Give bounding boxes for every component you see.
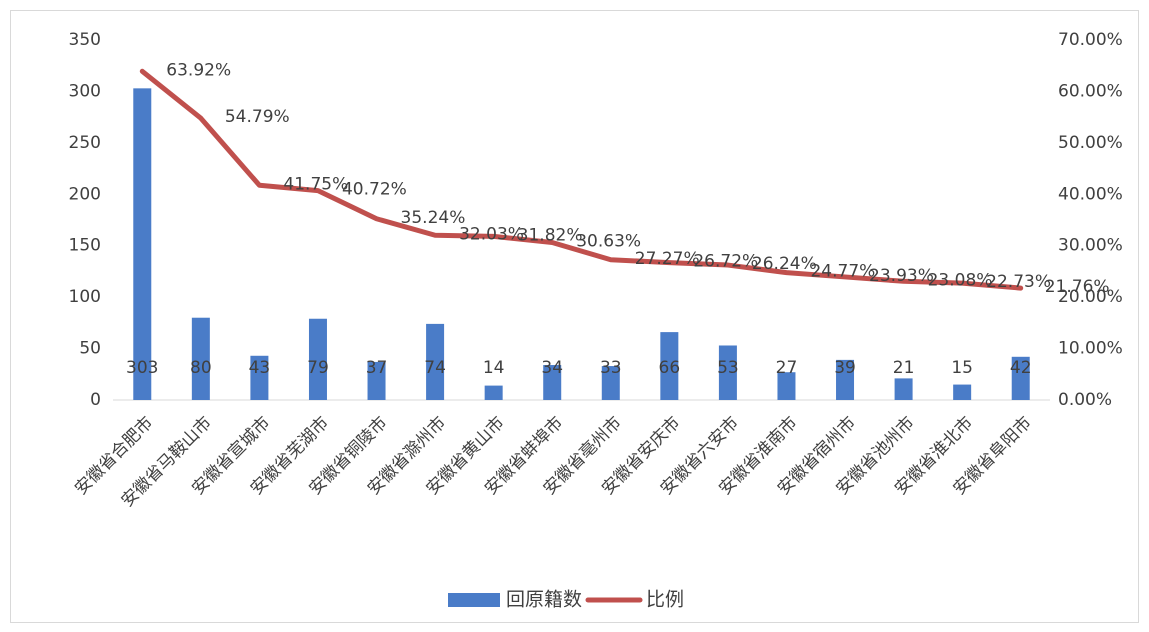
line-value-label: 22.73% bbox=[986, 272, 1051, 292]
y2-tick-label: 60.00% bbox=[1058, 81, 1123, 101]
bar bbox=[308, 318, 327, 400]
bar-value-label: 79 bbox=[307, 358, 329, 378]
line-value-label: 23.93% bbox=[869, 266, 934, 286]
bar-value-label: 43 bbox=[249, 358, 271, 378]
y-tick-label: 350 bbox=[69, 30, 101, 50]
y-tick-label: 50 bbox=[79, 339, 101, 359]
y2-tick-label: 0.00% bbox=[1058, 390, 1112, 410]
bar-value-label: 34 bbox=[541, 358, 563, 378]
line bbox=[139, 68, 1024, 291]
line-value-label: 35.24% bbox=[401, 208, 466, 228]
y2-tick-label: 70.00% bbox=[1058, 30, 1123, 50]
line-value-label: 40.72% bbox=[342, 180, 407, 200]
bar-value-label: 14 bbox=[483, 358, 505, 378]
legend-swatch bbox=[448, 593, 500, 607]
y2-tick-label: 50.00% bbox=[1058, 133, 1123, 153]
bar-value-label: 33 bbox=[600, 358, 622, 378]
bar-value-label: 74 bbox=[424, 358, 446, 378]
bar bbox=[1011, 356, 1030, 400]
bar-value-label: 39 bbox=[834, 358, 856, 378]
bar bbox=[836, 359, 855, 400]
line-value-label: 30.63% bbox=[576, 231, 641, 251]
line-value-label: 26.72% bbox=[693, 252, 758, 272]
legend-label: 回原籍数 bbox=[506, 589, 582, 611]
bar bbox=[133, 88, 152, 400]
line-value-label: 63.92% bbox=[166, 60, 231, 80]
bar-value-label: 27 bbox=[776, 358, 798, 378]
line-value-label: 41.75% bbox=[283, 174, 348, 194]
y2-tick-label: 10.00% bbox=[1058, 339, 1123, 359]
bar-value-label: 37 bbox=[366, 358, 388, 378]
y2-tick-label: 40.00% bbox=[1058, 184, 1123, 204]
bar bbox=[484, 385, 503, 400]
line-value-label: 27.27% bbox=[635, 249, 700, 269]
bar bbox=[953, 384, 972, 400]
line-value-label: 24.77% bbox=[810, 262, 875, 282]
line-value-label: 54.79% bbox=[225, 107, 290, 127]
bar bbox=[367, 361, 386, 400]
y2-tick-label: 30.00% bbox=[1058, 236, 1123, 256]
y-tick-label: 200 bbox=[69, 184, 101, 204]
bar bbox=[250, 355, 269, 400]
bar bbox=[543, 365, 562, 400]
bar bbox=[601, 366, 620, 400]
legend-label: 比例 bbox=[646, 589, 684, 611]
bar-value-label: 303 bbox=[126, 358, 158, 378]
line-value-label: 21.76% bbox=[1045, 277, 1110, 297]
line-value-label: 32.03% bbox=[459, 224, 524, 244]
bar-value-label: 15 bbox=[951, 358, 973, 378]
bar-value-label: 42 bbox=[1010, 358, 1032, 378]
bar-value-label: 21 bbox=[893, 358, 915, 378]
bar bbox=[191, 317, 210, 400]
y-tick-label: 150 bbox=[69, 236, 101, 256]
y-tick-label: 0 bbox=[90, 390, 101, 410]
bar bbox=[777, 372, 796, 400]
bar bbox=[894, 378, 913, 400]
bar-value-label: 66 bbox=[659, 358, 681, 378]
line-value-label: 31.82% bbox=[518, 225, 583, 245]
line-value-label: 23.08% bbox=[928, 270, 993, 290]
y2-tick-label: 20.00% bbox=[1058, 287, 1123, 307]
chart-border bbox=[10, 10, 1139, 623]
bar bbox=[426, 323, 445, 400]
bar bbox=[660, 332, 679, 400]
y-tick-label: 300 bbox=[69, 81, 101, 101]
y-tick-label: 100 bbox=[69, 287, 101, 307]
bar-value-label: 53 bbox=[717, 358, 739, 378]
bar-value-label: 80 bbox=[190, 358, 212, 378]
line-value-label: 26.24% bbox=[752, 254, 817, 274]
y-tick-label: 250 bbox=[69, 133, 101, 153]
bar bbox=[718, 345, 737, 400]
